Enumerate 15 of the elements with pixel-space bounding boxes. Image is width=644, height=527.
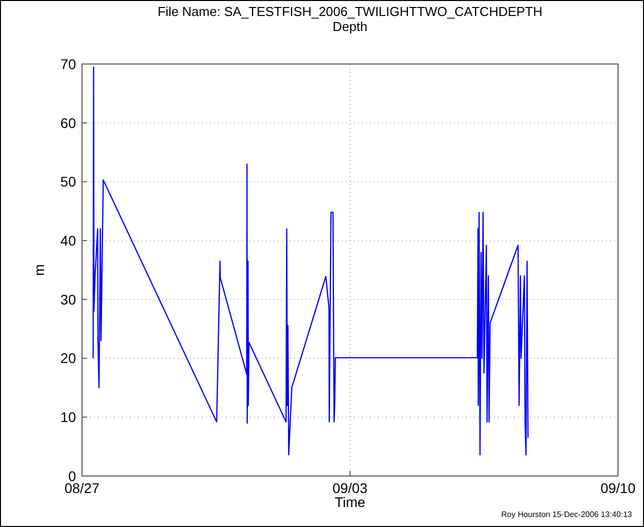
x-tick-label: 09/10: [600, 480, 636, 496]
y-tick-label: 70: [60, 56, 76, 72]
y-tick-label: 30: [60, 291, 76, 308]
y-tick-label: 50: [60, 174, 76, 190]
y-tick-label: 40: [60, 232, 76, 248]
y-axis-title: m: [31, 264, 47, 276]
y-tick-label: 60: [60, 114, 76, 131]
chart-subtitle: Depth: [332, 19, 368, 34]
chart-title: File Name: SA_TESTFISH_2006_TWILIGHTTWO_CATCHDEPTH: [158, 4, 542, 19]
text: Roy Hourston 15-Dec-2006 13:40:13: [501, 510, 633, 519]
x-tick-label: 09/03: [332, 480, 368, 496]
x-axis-title: Time: [334, 494, 366, 510]
y-tick-label: 10: [60, 409, 76, 426]
line-series: [92, 66, 529, 456]
y-tick-label: 20: [60, 350, 76, 366]
